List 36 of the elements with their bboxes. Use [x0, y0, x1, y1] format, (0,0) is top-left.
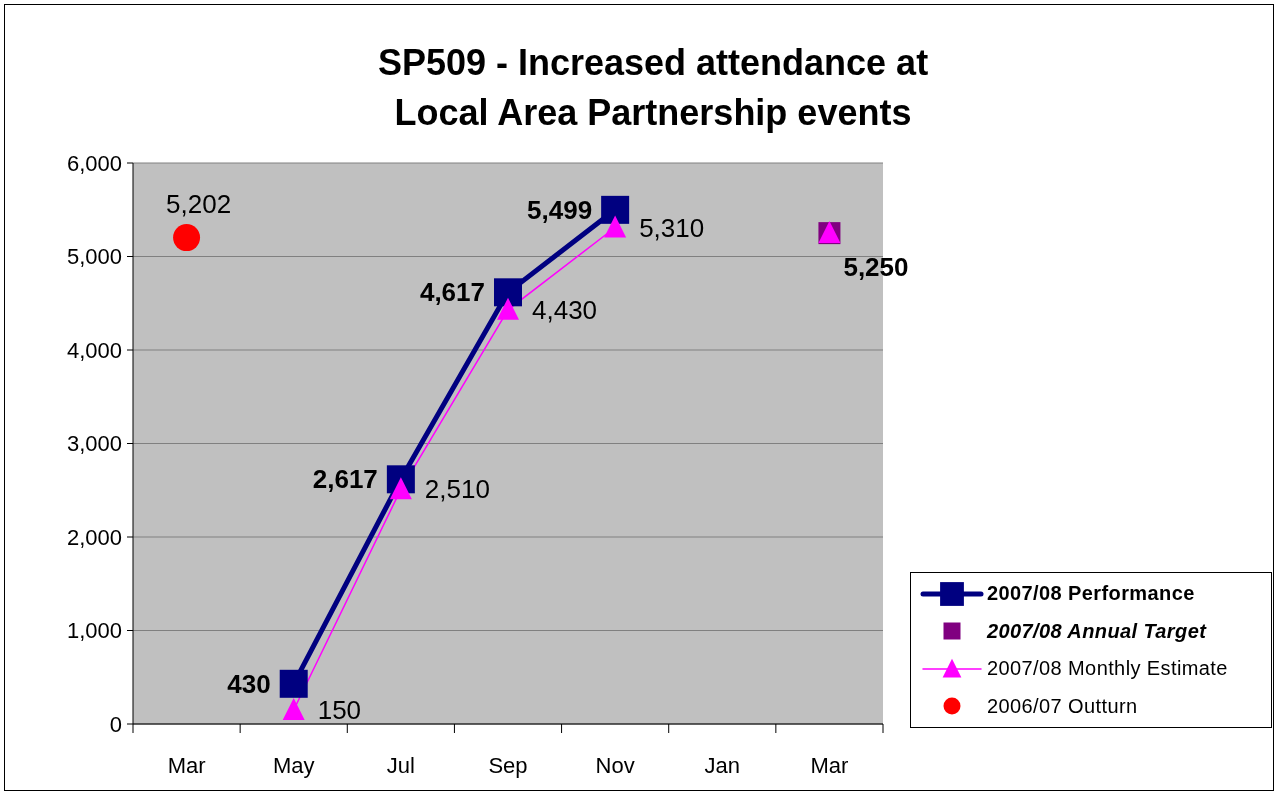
data-label: 430 [227, 668, 271, 699]
y-tick-label: 3,000 [66, 431, 122, 457]
chart-title: SP509 - Increased attendance at Local Area Partnership events [376, 41, 930, 135]
x-tick-label: Jan [704, 753, 741, 778]
y-tick-label: 2,000 [66, 524, 122, 550]
legend-label: 2007/08 Annual Target [987, 619, 1207, 643]
x-tick-label: Sep [488, 753, 528, 778]
legend-label: 2007/08 Performance [987, 582, 1195, 606]
data-label: 2,510 [424, 474, 490, 505]
y-tick-label: 1,000 [66, 618, 122, 644]
data-label: 5,202 [166, 188, 232, 219]
point [497, 297, 519, 320]
y-tick-label: 5,000 [66, 244, 122, 270]
x-tick-label: May [272, 753, 315, 778]
point [494, 278, 522, 307]
data-label: 5,310 [639, 212, 705, 243]
legend-label: 2006/07 Outturn [987, 694, 1138, 718]
data-label: 5,250 [843, 252, 909, 283]
x-tick-label: Mar [810, 753, 849, 778]
point [173, 224, 201, 252]
point [282, 697, 305, 720]
point [601, 195, 630, 224]
data-label: 5,499 [527, 194, 593, 225]
data-label: 150 [317, 694, 362, 725]
data-label: 4,430 [532, 294, 598, 325]
point [279, 669, 308, 698]
y-tick-label: 0 [109, 711, 122, 737]
point [604, 215, 627, 238]
legend-label: 2007/08 Monthly Estimate [987, 657, 1228, 681]
y-tick-label: 4,000 [66, 337, 122, 363]
x-tick-label: Nov [595, 753, 635, 778]
x-tick-label: Jul [386, 753, 415, 778]
data-label: 2,617 [312, 464, 378, 495]
data-label: 4,617 [419, 277, 485, 308]
x-tick-label: Mar [167, 753, 206, 778]
y-tick-label: 6,000 [66, 150, 122, 176]
